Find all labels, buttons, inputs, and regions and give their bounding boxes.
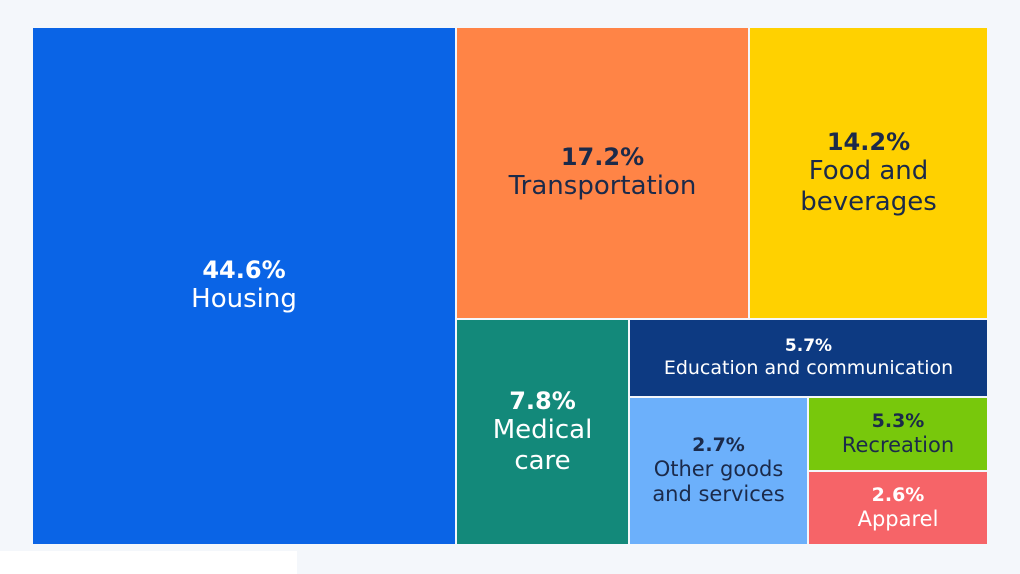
cell-category-label: Medical care bbox=[492, 415, 593, 476]
treemap-cell-transportation: 17.2% Transportation bbox=[457, 28, 748, 318]
treemap-cell-recreation: 5.3% Recreation bbox=[809, 398, 987, 470]
cell-category-label: Other goods and services bbox=[652, 457, 785, 506]
cell-value-label: 2.6% bbox=[871, 483, 925, 506]
cell-value-label: 7.8% bbox=[509, 386, 576, 415]
treemap-cell-medical-care: 7.8% Medical care bbox=[457, 320, 628, 544]
footer-strip bbox=[0, 551, 297, 574]
cell-category-label: Education and communication bbox=[663, 356, 954, 379]
treemap-cell-housing: 44.6% Housing bbox=[33, 28, 455, 544]
cell-category-label: Apparel bbox=[857, 506, 939, 531]
treemap-cell-food-and-beverages: 14.2% Food and beverages bbox=[750, 28, 987, 318]
cell-value-label: 2.7% bbox=[692, 434, 745, 457]
treemap-cell-other-goods-and-services: 2.7% Other goods and services bbox=[630, 398, 807, 544]
cell-value-label: 44.6% bbox=[202, 255, 286, 284]
cell-category-label: Food and beverages bbox=[800, 156, 937, 217]
treemap-cell-apparel: 2.6% Apparel bbox=[809, 472, 987, 544]
cell-category-label: Housing bbox=[191, 284, 297, 315]
cell-category-label: Transportation bbox=[508, 171, 697, 202]
cell-category-label: Recreation bbox=[841, 432, 955, 457]
cell-value-label: 14.2% bbox=[826, 127, 911, 156]
cell-value-label: 5.3% bbox=[871, 409, 925, 432]
cell-value-label: 5.7% bbox=[784, 336, 833, 357]
cell-value-label: 17.2% bbox=[560, 142, 645, 171]
treemap-cell-education-and-communication: 5.7% Education and communication bbox=[630, 320, 987, 396]
